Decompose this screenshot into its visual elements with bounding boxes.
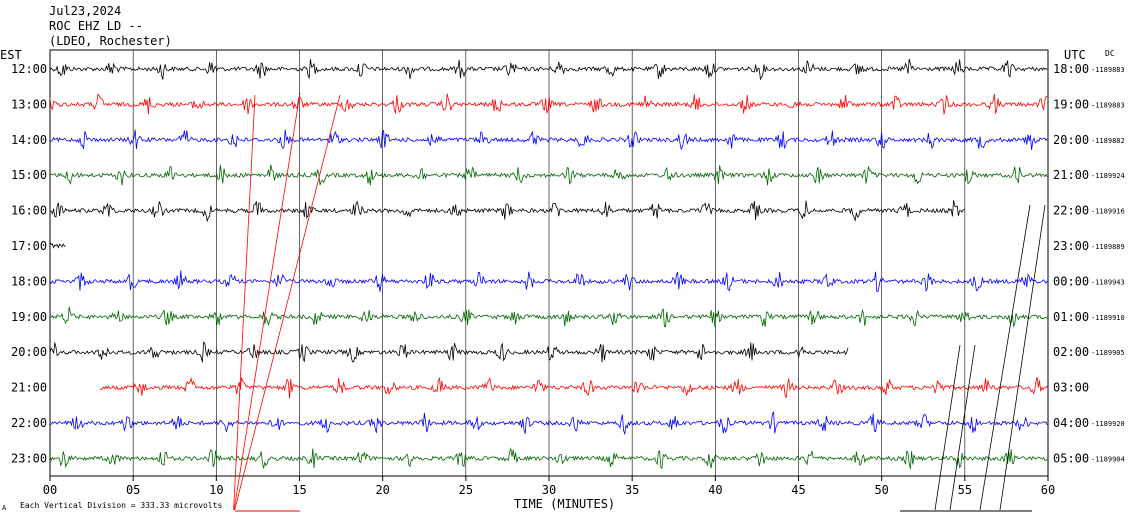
x-tick-label: 30 <box>542 483 556 497</box>
trace-1600 <box>49 200 965 223</box>
utc-hour-label: 04:00 <box>1053 416 1089 430</box>
x-tick-label: 00 <box>43 483 57 497</box>
est-hour-label: 14:00 <box>11 133 47 147</box>
utc-hour-label: 22:00 <box>1053 204 1089 218</box>
x-tick-label: 50 <box>874 483 888 497</box>
traces <box>49 58 1049 470</box>
utc-axis-title: UTC <box>1064 48 1086 62</box>
trace-1200 <box>49 58 1048 81</box>
utc-hour-label: 20:00 <box>1053 133 1089 147</box>
phase-marker <box>233 92 301 511</box>
est-hour-label: 17:00 <box>11 239 47 253</box>
dc-offset-label: -1189924 <box>1091 172 1125 180</box>
dc-offset-label: -1189883 <box>1091 101 1125 109</box>
header-network: (LDEO, Rochester) <box>49 34 172 48</box>
trace-1300 <box>49 92 1048 115</box>
x-tick-label: 05 <box>126 483 140 497</box>
header-date: Jul23,2024 <box>49 4 122 18</box>
header-station: ROC EHZ LD -- <box>49 19 143 33</box>
dc-label: DC <box>1105 49 1115 58</box>
utc-hour-label: 23:00 <box>1053 239 1089 253</box>
x-tick-label: 40 <box>708 483 722 497</box>
est-hour-label: 15:00 <box>11 168 47 182</box>
est-hour-label: 19:00 <box>11 310 47 324</box>
utc-hour-label: 02:00 <box>1053 345 1089 359</box>
x-tick-label: 60 <box>1041 483 1055 497</box>
trace-1800 <box>49 270 1048 293</box>
est-hour-label: 16:00 <box>11 204 47 218</box>
phase-marker <box>999 204 1046 511</box>
trace-1400 <box>49 129 1048 151</box>
est-hour-label: 23:00 <box>11 451 47 465</box>
trace-1900 <box>49 306 1048 328</box>
est-hour-label: 20:00 <box>11 345 47 359</box>
x-tick-label: 20 <box>375 483 389 497</box>
dc-offset-label: -1189882 <box>1091 137 1125 145</box>
trace-1500 <box>49 164 1048 186</box>
est-hour-label: 18:00 <box>11 274 47 288</box>
dc-offset-label: -1189943 <box>1091 278 1125 286</box>
utc-hour-label: 01:00 <box>1053 310 1089 324</box>
utc-hour-label: 21:00 <box>1053 168 1089 182</box>
grid <box>49 49 1049 477</box>
est-hour-label: 22:00 <box>11 416 47 430</box>
x-tick-label: 15 <box>292 483 306 497</box>
x-tick-label: 35 <box>625 483 639 497</box>
trace-2300 <box>49 447 1048 470</box>
utc-hour-label: 18:00 <box>1053 62 1089 76</box>
phase-marker <box>949 344 976 511</box>
dc-offset-label: -1189883 <box>1091 66 1125 74</box>
x-ticks: 00 05 10 15 20 25 30 35 40 45 50 55 60 <box>43 476 1055 497</box>
dc-offset-label: -1189904 <box>1091 455 1125 463</box>
x-tick-label: 25 <box>459 483 473 497</box>
trace-1700 <box>49 241 66 249</box>
scale-note: Each Vertical Division = 333.33 microvol… <box>20 501 223 510</box>
trace-2200 <box>49 411 1048 436</box>
corner-mark: A <box>2 504 7 512</box>
utc-hour-label: 00:00 <box>1053 274 1089 288</box>
x-tick-label: 55 <box>958 483 972 497</box>
est-hour-label: 12:00 <box>11 62 47 76</box>
dc-offset-label: -1189889 <box>1091 243 1125 251</box>
dc-offset-label: -1189910 <box>1091 314 1125 322</box>
x-axis-label: TIME (MINUTES) <box>514 497 616 511</box>
phase-marker <box>934 344 961 511</box>
dc-offset-label: -1189905 <box>1091 349 1125 357</box>
phase-marker <box>234 94 341 511</box>
est-hour-label: 21:00 <box>11 381 47 395</box>
utc-hour-label: 19:00 <box>1053 97 1089 111</box>
phase-marker <box>979 204 1031 511</box>
est-hour-label: 13:00 <box>11 97 47 111</box>
phase-marker <box>233 94 256 511</box>
utc-hour-label: 03:00 <box>1053 381 1089 395</box>
trace-2100 <box>99 376 1049 399</box>
trace-2000 <box>49 341 849 363</box>
x-tick-label: 45 <box>791 483 805 497</box>
utc-hour-label: 05:00 <box>1053 451 1089 465</box>
event-markers <box>233 92 1046 512</box>
dc-offset-label: -1189920 <box>1091 420 1125 428</box>
est-axis-title: EST <box>0 48 22 62</box>
dc-offset-label: -1189916 <box>1091 208 1125 216</box>
x-tick-label: 10 <box>209 483 223 497</box>
